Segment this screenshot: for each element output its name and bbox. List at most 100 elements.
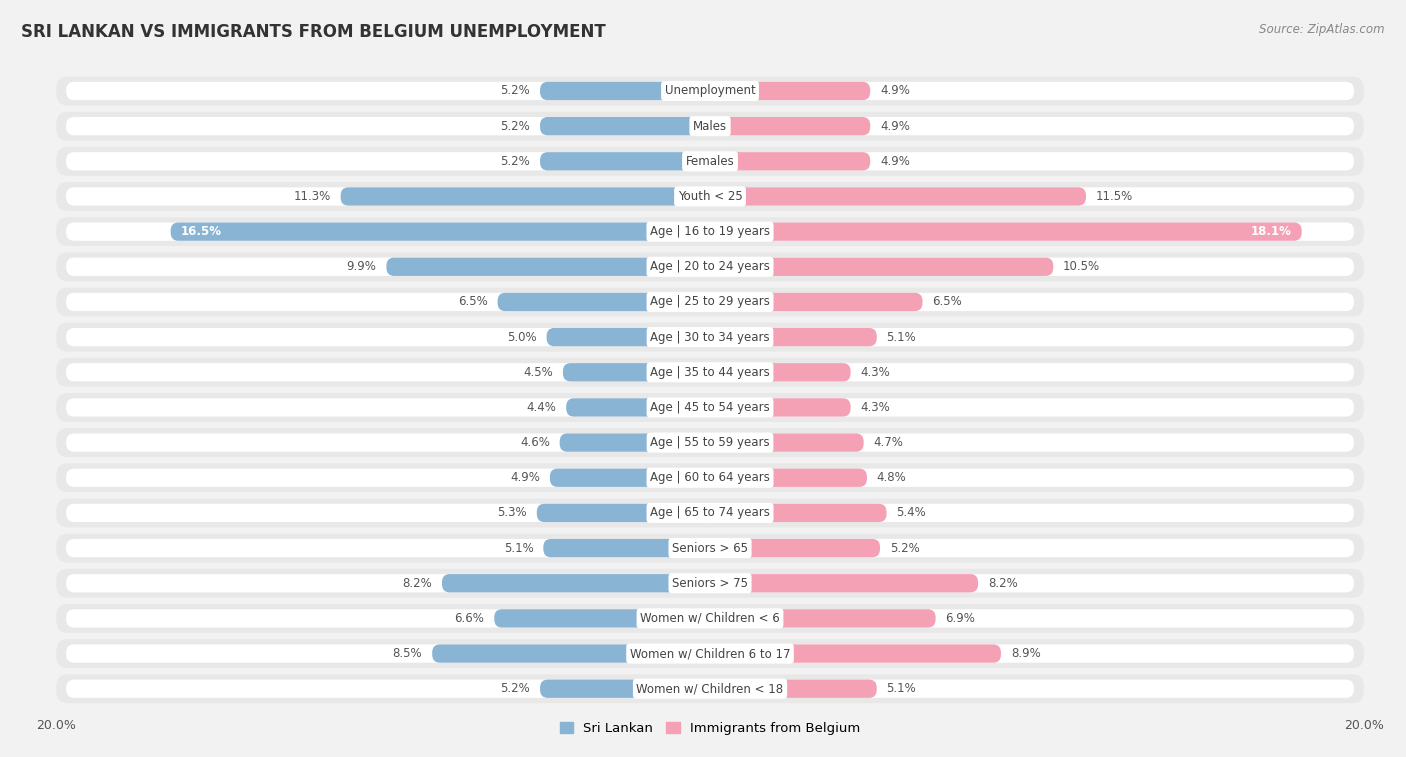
FancyBboxPatch shape bbox=[66, 469, 1354, 487]
Text: Age | 35 to 44 years: Age | 35 to 44 years bbox=[650, 366, 770, 378]
Text: Women w/ Children < 6: Women w/ Children < 6 bbox=[640, 612, 780, 625]
Text: Youth < 25: Youth < 25 bbox=[678, 190, 742, 203]
Text: 16.5%: 16.5% bbox=[180, 225, 222, 238]
FancyBboxPatch shape bbox=[66, 293, 1354, 311]
FancyBboxPatch shape bbox=[56, 428, 1364, 457]
FancyBboxPatch shape bbox=[66, 152, 1354, 170]
FancyBboxPatch shape bbox=[710, 328, 877, 346]
Text: 8.2%: 8.2% bbox=[988, 577, 1018, 590]
Text: Males: Males bbox=[693, 120, 727, 132]
Text: 8.5%: 8.5% bbox=[392, 647, 422, 660]
FancyBboxPatch shape bbox=[537, 503, 710, 522]
FancyBboxPatch shape bbox=[56, 569, 1364, 598]
FancyBboxPatch shape bbox=[56, 674, 1364, 703]
FancyBboxPatch shape bbox=[710, 644, 1001, 662]
Text: 4.4%: 4.4% bbox=[526, 401, 557, 414]
Text: 5.1%: 5.1% bbox=[887, 331, 917, 344]
FancyBboxPatch shape bbox=[56, 534, 1364, 562]
FancyBboxPatch shape bbox=[540, 680, 710, 698]
FancyBboxPatch shape bbox=[547, 328, 710, 346]
FancyBboxPatch shape bbox=[710, 434, 863, 452]
FancyBboxPatch shape bbox=[56, 358, 1364, 387]
Text: Seniors > 65: Seniors > 65 bbox=[672, 541, 748, 555]
Text: 5.4%: 5.4% bbox=[897, 506, 927, 519]
FancyBboxPatch shape bbox=[540, 152, 710, 170]
FancyBboxPatch shape bbox=[66, 82, 1354, 100]
FancyBboxPatch shape bbox=[710, 223, 1302, 241]
FancyBboxPatch shape bbox=[66, 328, 1354, 346]
FancyBboxPatch shape bbox=[66, 574, 1354, 593]
FancyBboxPatch shape bbox=[710, 257, 1053, 276]
FancyBboxPatch shape bbox=[710, 680, 877, 698]
FancyBboxPatch shape bbox=[495, 609, 710, 628]
FancyBboxPatch shape bbox=[66, 223, 1354, 241]
FancyBboxPatch shape bbox=[710, 469, 868, 487]
FancyBboxPatch shape bbox=[543, 539, 710, 557]
Text: 4.9%: 4.9% bbox=[880, 85, 910, 98]
FancyBboxPatch shape bbox=[56, 499, 1364, 528]
FancyBboxPatch shape bbox=[710, 609, 935, 628]
FancyBboxPatch shape bbox=[56, 217, 1364, 246]
Text: Females: Females bbox=[686, 155, 734, 168]
FancyBboxPatch shape bbox=[66, 434, 1354, 452]
FancyBboxPatch shape bbox=[66, 117, 1354, 136]
Text: 18.1%: 18.1% bbox=[1251, 225, 1292, 238]
FancyBboxPatch shape bbox=[56, 182, 1364, 211]
FancyBboxPatch shape bbox=[710, 82, 870, 100]
FancyBboxPatch shape bbox=[387, 257, 710, 276]
FancyBboxPatch shape bbox=[710, 398, 851, 416]
Text: 6.5%: 6.5% bbox=[458, 295, 488, 308]
FancyBboxPatch shape bbox=[56, 393, 1364, 422]
FancyBboxPatch shape bbox=[56, 463, 1364, 492]
FancyBboxPatch shape bbox=[340, 187, 710, 206]
Text: Age | 20 to 24 years: Age | 20 to 24 years bbox=[650, 260, 770, 273]
FancyBboxPatch shape bbox=[66, 257, 1354, 276]
Text: 4.7%: 4.7% bbox=[873, 436, 903, 449]
FancyBboxPatch shape bbox=[441, 574, 710, 593]
Text: 4.9%: 4.9% bbox=[510, 472, 540, 484]
Text: Women w/ Children 6 to 17: Women w/ Children 6 to 17 bbox=[630, 647, 790, 660]
Legend: Sri Lankan, Immigrants from Belgium: Sri Lankan, Immigrants from Belgium bbox=[554, 717, 866, 740]
Text: 5.2%: 5.2% bbox=[501, 155, 530, 168]
FancyBboxPatch shape bbox=[710, 503, 887, 522]
Text: 8.9%: 8.9% bbox=[1011, 647, 1040, 660]
FancyBboxPatch shape bbox=[56, 112, 1364, 141]
Text: 6.5%: 6.5% bbox=[932, 295, 962, 308]
Text: 4.3%: 4.3% bbox=[860, 401, 890, 414]
FancyBboxPatch shape bbox=[56, 288, 1364, 316]
Text: Age | 30 to 34 years: Age | 30 to 34 years bbox=[650, 331, 770, 344]
FancyBboxPatch shape bbox=[540, 82, 710, 100]
FancyBboxPatch shape bbox=[66, 187, 1354, 206]
Text: Age | 16 to 19 years: Age | 16 to 19 years bbox=[650, 225, 770, 238]
Text: 5.2%: 5.2% bbox=[501, 85, 530, 98]
FancyBboxPatch shape bbox=[66, 539, 1354, 557]
Text: Age | 60 to 64 years: Age | 60 to 64 years bbox=[650, 472, 770, 484]
Text: Seniors > 75: Seniors > 75 bbox=[672, 577, 748, 590]
FancyBboxPatch shape bbox=[710, 187, 1085, 206]
FancyBboxPatch shape bbox=[710, 117, 870, 136]
Text: 10.5%: 10.5% bbox=[1063, 260, 1101, 273]
FancyBboxPatch shape bbox=[432, 644, 710, 662]
Text: 5.2%: 5.2% bbox=[890, 541, 920, 555]
FancyBboxPatch shape bbox=[498, 293, 710, 311]
Text: Unemployment: Unemployment bbox=[665, 85, 755, 98]
Text: Source: ZipAtlas.com: Source: ZipAtlas.com bbox=[1260, 23, 1385, 36]
FancyBboxPatch shape bbox=[56, 322, 1364, 351]
Text: 11.5%: 11.5% bbox=[1095, 190, 1133, 203]
Text: 4.3%: 4.3% bbox=[860, 366, 890, 378]
FancyBboxPatch shape bbox=[66, 363, 1354, 382]
Text: 4.9%: 4.9% bbox=[880, 120, 910, 132]
Text: Age | 65 to 74 years: Age | 65 to 74 years bbox=[650, 506, 770, 519]
Text: 4.9%: 4.9% bbox=[880, 155, 910, 168]
Text: 5.1%: 5.1% bbox=[503, 541, 533, 555]
FancyBboxPatch shape bbox=[567, 398, 710, 416]
FancyBboxPatch shape bbox=[56, 639, 1364, 668]
FancyBboxPatch shape bbox=[710, 539, 880, 557]
FancyBboxPatch shape bbox=[66, 503, 1354, 522]
FancyBboxPatch shape bbox=[66, 609, 1354, 628]
FancyBboxPatch shape bbox=[562, 363, 710, 382]
FancyBboxPatch shape bbox=[170, 223, 710, 241]
FancyBboxPatch shape bbox=[710, 293, 922, 311]
Text: Age | 55 to 59 years: Age | 55 to 59 years bbox=[650, 436, 770, 449]
FancyBboxPatch shape bbox=[540, 117, 710, 136]
